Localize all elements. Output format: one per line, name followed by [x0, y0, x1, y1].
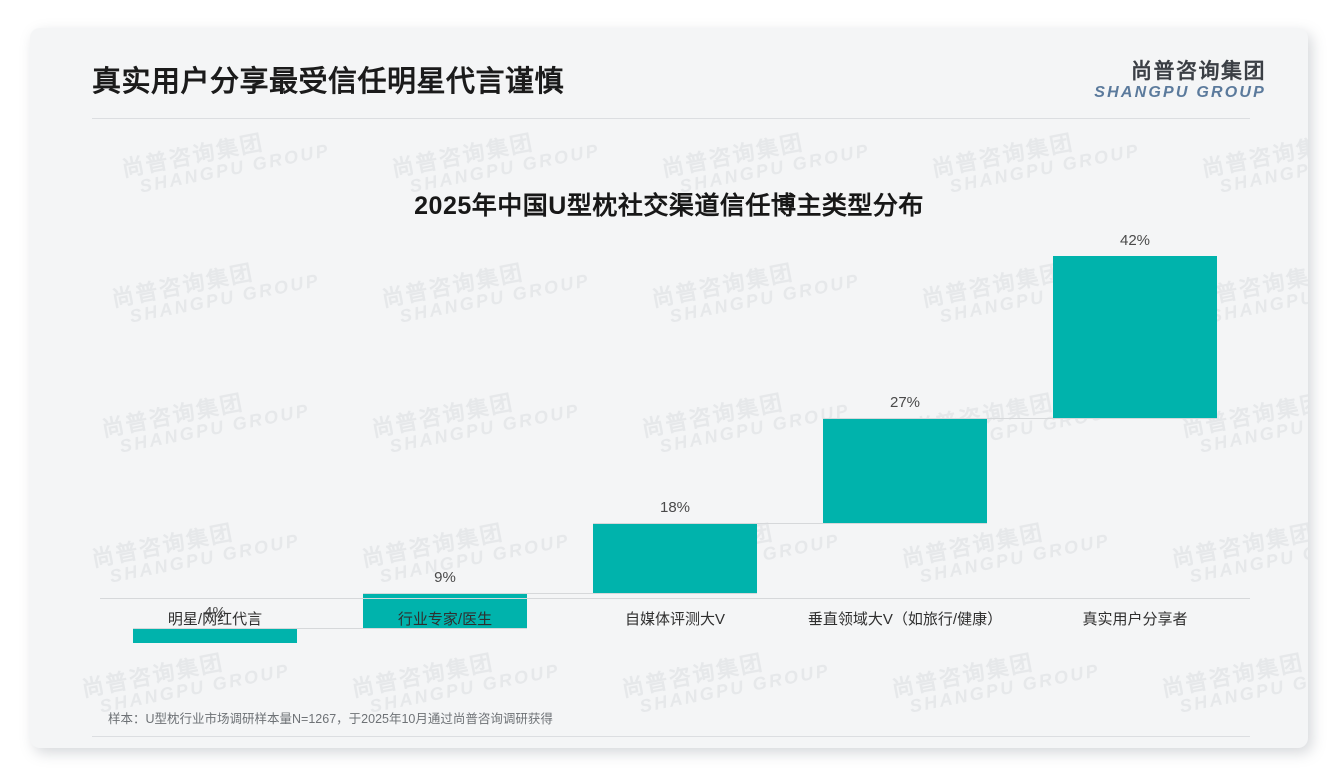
website-link[interactable]: www.shangpu-china.com	[1103, 747, 1246, 748]
bar-value-label: 27%	[889, 394, 921, 412]
chart-footnote: 样本：U型枕行业市场调研样本量N=1267，于2025年10月通过尚普咨询调研获…	[108, 712, 553, 726]
bar-value-label: 4%	[204, 603, 226, 621]
chart-baseline-axis	[100, 598, 1250, 599]
bar-value-label: 9%	[434, 568, 456, 586]
company-logo: 尚普咨询集团 SHANGPU GROUP	[1094, 60, 1266, 101]
bar-3[interactable]	[593, 522, 757, 593]
waterfall-connector	[133, 627, 527, 629]
category-label-5: 真实用户分享者	[1082, 611, 1188, 628]
waterfall-connector	[823, 418, 1217, 420]
slide-header: 真实用户分享最受信任明星代言谨慎 尚普咨询集团 SHANGPU GROUP	[30, 28, 1308, 118]
waterfall-plot: 4% 9% 18% 27% 42%	[100, 232, 1250, 643]
category-label-4: 垂直领域大V（如旅行/健康）	[807, 611, 1003, 628]
category-label-1: 明星/网红代言	[167, 611, 263, 628]
bar-1[interactable]	[133, 627, 297, 643]
category-label-2: 行业专家/医生	[397, 611, 493, 628]
slide-footer: ©2025.12 SHANGPU GROUP www.shangpu-china…	[30, 742, 1308, 748]
waterfall-connector	[593, 522, 987, 524]
category-label-3: 自媒体评测大V	[624, 611, 725, 628]
chart-container: 2025年中国U型枕社交渠道信任博主类型分布 4% 9% 18% 27% 42%	[30, 128, 1308, 688]
logo-text-en: SHANGPU GROUP	[1094, 83, 1266, 101]
bar-value-label: 42%	[1119, 231, 1151, 249]
footer-divider	[92, 736, 1250, 737]
bar-5[interactable]	[1053, 255, 1217, 419]
header-divider	[92, 118, 1250, 119]
bar-4[interactable]	[823, 418, 987, 523]
page-title: 真实用户分享最受信任明星代言谨慎	[92, 66, 565, 98]
logo-text-cn: 尚普咨询集团	[1131, 60, 1266, 83]
chart-title: 2025年中国U型枕社交渠道信任博主类型分布	[414, 192, 924, 220]
bar-value-label: 18%	[659, 498, 691, 516]
copyright-text: ©2025.12 SHANGPU GROUP	[102, 747, 278, 748]
slide-canvas: 尚普咨询集团 SHANGPU GROUP 尚普咨询集团 SHANGPU GROUP 尚普…	[30, 28, 1308, 748]
waterfall-connector	[363, 592, 757, 594]
